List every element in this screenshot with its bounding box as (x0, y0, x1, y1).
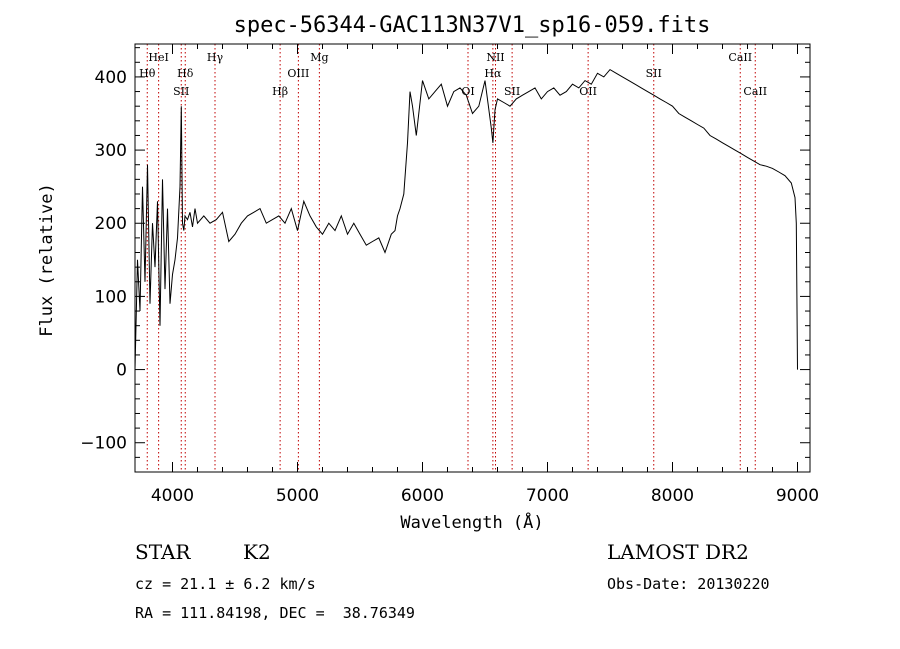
y-tick-label: 0 (116, 361, 127, 381)
redshift-velocity: cz = 21.1 ± 6.2 km/s (135, 575, 316, 593)
y-tick-label: −100 (80, 434, 127, 454)
y-axis-ticks: −100 0 100 200 300 400 (80, 47, 810, 458)
emission-line-label: CaII (728, 51, 752, 64)
x-tick-label: 8000 (651, 486, 694, 506)
y-tick-label: 400 (95, 68, 127, 88)
x-tick-label: 5000 (276, 486, 319, 506)
sky-coordinates: RA = 111.84198, DEC = 38.76349 (135, 604, 415, 622)
x-tick-label: 9000 (776, 486, 819, 506)
object-class: STAR (135, 540, 191, 564)
emission-line-label: SII (504, 85, 520, 98)
chart-title: spec-56344-GAC113N37V1_sp16-059.fits (234, 13, 711, 38)
emission-line-label: Hα (484, 67, 502, 80)
x-axis-ticks: 4000 5000 6000 7000 8000 9000 (151, 44, 819, 506)
y-axis-label: Flux (relative) (37, 183, 57, 337)
emission-line-label: HeI (148, 51, 168, 64)
object-subclass: K2 (243, 540, 271, 564)
emission-line-label: Hθ (139, 67, 156, 80)
observation-date: Obs-Date: 20130220 (607, 575, 770, 593)
emission-line-label: SII (173, 85, 189, 98)
emission-line-markers (146, 44, 756, 472)
survey-name: LAMOST DR2 (607, 540, 749, 564)
y-tick-label: 200 (95, 214, 127, 234)
emission-line-label: OI (461, 85, 474, 98)
emission-line-label: Hβ (272, 85, 288, 98)
x-axis-label: Wavelength (Å) (400, 511, 543, 533)
y-tick-label: 100 (95, 287, 127, 307)
emission-line-label: CaII (743, 85, 767, 98)
emission-line-label: Hδ (177, 67, 194, 80)
spectrum-series-line (134, 68, 798, 370)
x-tick-label: 4000 (151, 486, 194, 506)
emission-line-label: SII (646, 67, 662, 80)
y-tick-label: 300 (95, 141, 127, 161)
x-tick-label: 6000 (401, 486, 444, 506)
emission-line-label: Mg (310, 51, 328, 64)
emission-line-label: NII (486, 51, 504, 64)
emission-line-label: OII (579, 85, 597, 98)
emission-line-label: OIII (287, 67, 309, 80)
x-tick-label: 7000 (526, 486, 569, 506)
plot-frame (134, 43, 811, 473)
emission-line-label: Hγ (207, 51, 224, 64)
